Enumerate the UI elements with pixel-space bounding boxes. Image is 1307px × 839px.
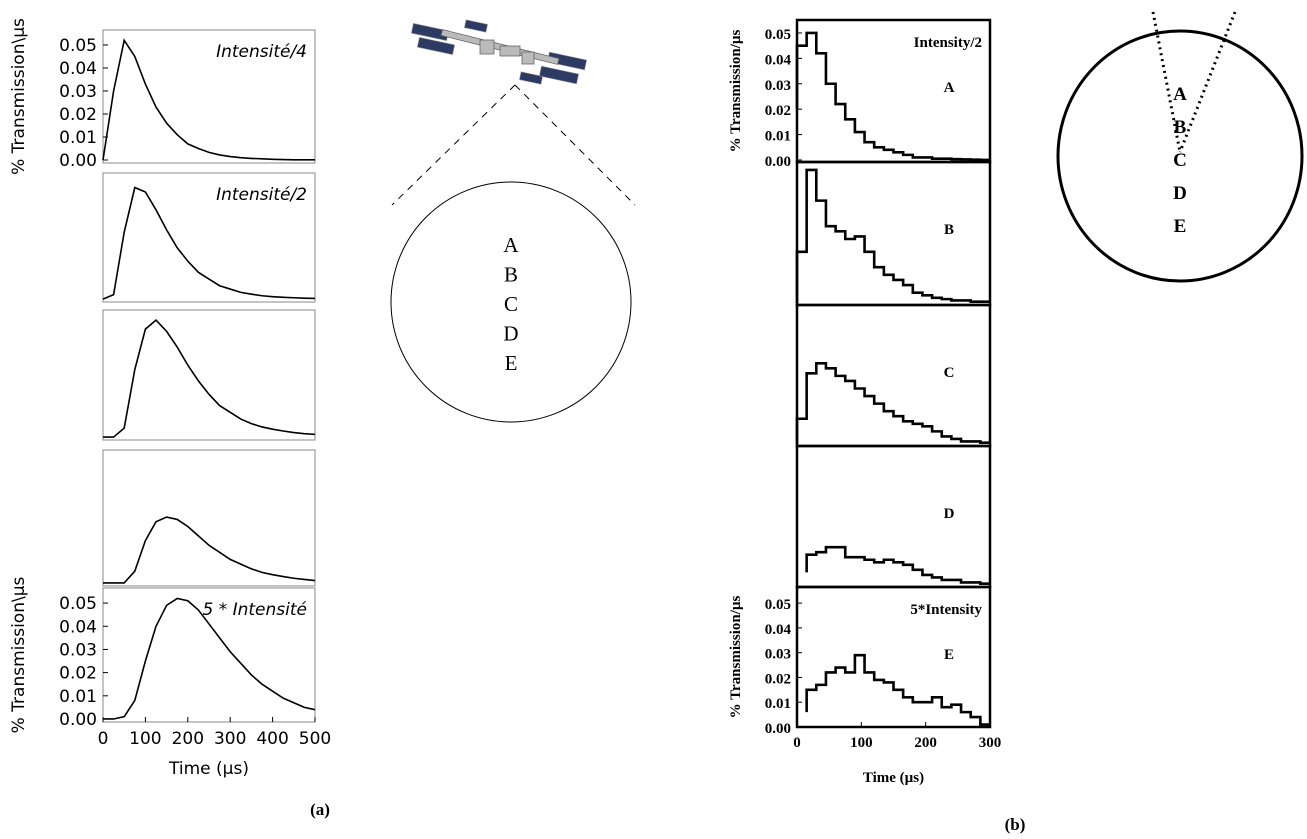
y-tick-label: 0.00 xyxy=(59,710,97,730)
x-tick-label: 0 xyxy=(793,735,801,751)
zone-label: A xyxy=(1173,84,1187,105)
y-tick-label: 0.00 xyxy=(765,721,791,737)
y-axis-label: % Transmission/µs xyxy=(728,595,744,718)
zone-letter: B xyxy=(944,222,954,238)
data-line xyxy=(103,319,316,438)
panel-label: (a) xyxy=(310,800,330,819)
y-tick-label: 0.04 xyxy=(765,52,792,68)
zone-letter: D xyxy=(944,506,955,522)
y-tick-label: 0.03 xyxy=(765,78,791,94)
y-tick-label: 0.04 xyxy=(59,59,97,79)
satellite xyxy=(410,19,587,85)
zone-label: C xyxy=(1173,150,1187,171)
y-axis-label: % Transmission/µs xyxy=(728,29,744,152)
data-line xyxy=(795,168,990,303)
y-tick-label: 0.01 xyxy=(59,687,97,707)
zone-label: B xyxy=(504,263,518,287)
y-tick-label: 0.01 xyxy=(765,696,791,712)
x-tick-label: 0 xyxy=(98,729,109,749)
zone-label: D xyxy=(503,322,518,346)
annotation: 5 * Intensité xyxy=(202,600,307,620)
x-tick-label: 300 xyxy=(214,729,246,749)
panel-label: (b) xyxy=(1005,815,1026,834)
zone-letter: C xyxy=(944,365,955,381)
zone-label: B xyxy=(1174,117,1187,138)
plot-frame xyxy=(102,309,316,441)
y-tick-label: 0.03 xyxy=(765,647,791,663)
y-axis-label: % Transmission\µs xyxy=(9,576,29,733)
y-tick-label: 0.02 xyxy=(59,105,97,125)
data-line xyxy=(103,597,316,720)
zone-letter: E xyxy=(944,647,954,663)
projection-line xyxy=(514,84,636,206)
data-line xyxy=(102,38,315,161)
cone-line xyxy=(1178,11,1237,153)
y-tick-label: 0.01 xyxy=(59,128,97,148)
y-axis-label: % Transmission\µs xyxy=(9,18,29,175)
zone-label: E xyxy=(1174,216,1187,237)
zone-label: A xyxy=(503,233,519,257)
y-tick-label: 0.05 xyxy=(59,36,97,56)
plot-frame xyxy=(102,29,316,164)
zone-label: C xyxy=(504,292,518,316)
x-tick-label: 100 xyxy=(850,735,873,751)
plot-frame xyxy=(102,587,316,723)
beam-circle xyxy=(1056,29,1304,283)
y-tick-label: 0.02 xyxy=(59,664,97,684)
y-tick-label: 0.04 xyxy=(59,617,97,637)
annotation: Intensité/2 xyxy=(216,185,307,205)
y-tick-label: 0.01 xyxy=(765,129,791,145)
x-tick-label: 400 xyxy=(256,729,288,749)
x-tick-label: 100 xyxy=(129,729,161,749)
x-tick-label: 200 xyxy=(172,729,204,749)
x-axis-label: Time (µs) xyxy=(863,770,924,786)
annotation: 5*Intensity xyxy=(910,602,982,618)
x-tick-label: 300 xyxy=(979,735,1002,751)
y-tick-label: 0.05 xyxy=(765,597,791,613)
y-tick-label: 0.00 xyxy=(59,151,97,171)
data-line xyxy=(795,31,990,162)
x-axis-label: Time (µs) xyxy=(168,759,249,779)
plot-frame xyxy=(102,172,316,303)
plot-frame xyxy=(795,585,992,729)
zone-label: E xyxy=(505,351,518,375)
x-tick-label: 500 xyxy=(299,729,331,749)
plot-frame xyxy=(795,303,992,448)
data-line xyxy=(795,361,990,445)
plot-frame xyxy=(795,160,992,307)
annotation: Intensity/2 xyxy=(914,35,982,51)
beam-circle xyxy=(390,181,632,423)
y-tick-label: 0.05 xyxy=(59,594,97,614)
projection-line xyxy=(391,84,516,206)
data-line xyxy=(805,653,990,726)
zone-letter: A xyxy=(944,80,955,96)
plot-frame xyxy=(795,444,992,589)
plot-frame xyxy=(102,449,316,587)
annotation: Intensité/4 xyxy=(216,42,307,62)
y-tick-label: 0.03 xyxy=(59,82,97,102)
y-tick-label: 0.00 xyxy=(765,154,791,170)
zone-label: D xyxy=(1173,183,1187,204)
y-tick-label: 0.04 xyxy=(765,622,792,638)
y-tick-label: 0.05 xyxy=(765,27,791,43)
data-line xyxy=(102,186,316,300)
data-line xyxy=(103,516,316,584)
y-tick-label: 0.03 xyxy=(59,640,97,660)
y-tick-label: 0.02 xyxy=(765,671,791,687)
data-line xyxy=(805,545,990,586)
x-tick-label: 200 xyxy=(914,735,937,751)
y-tick-label: 0.02 xyxy=(765,103,791,119)
